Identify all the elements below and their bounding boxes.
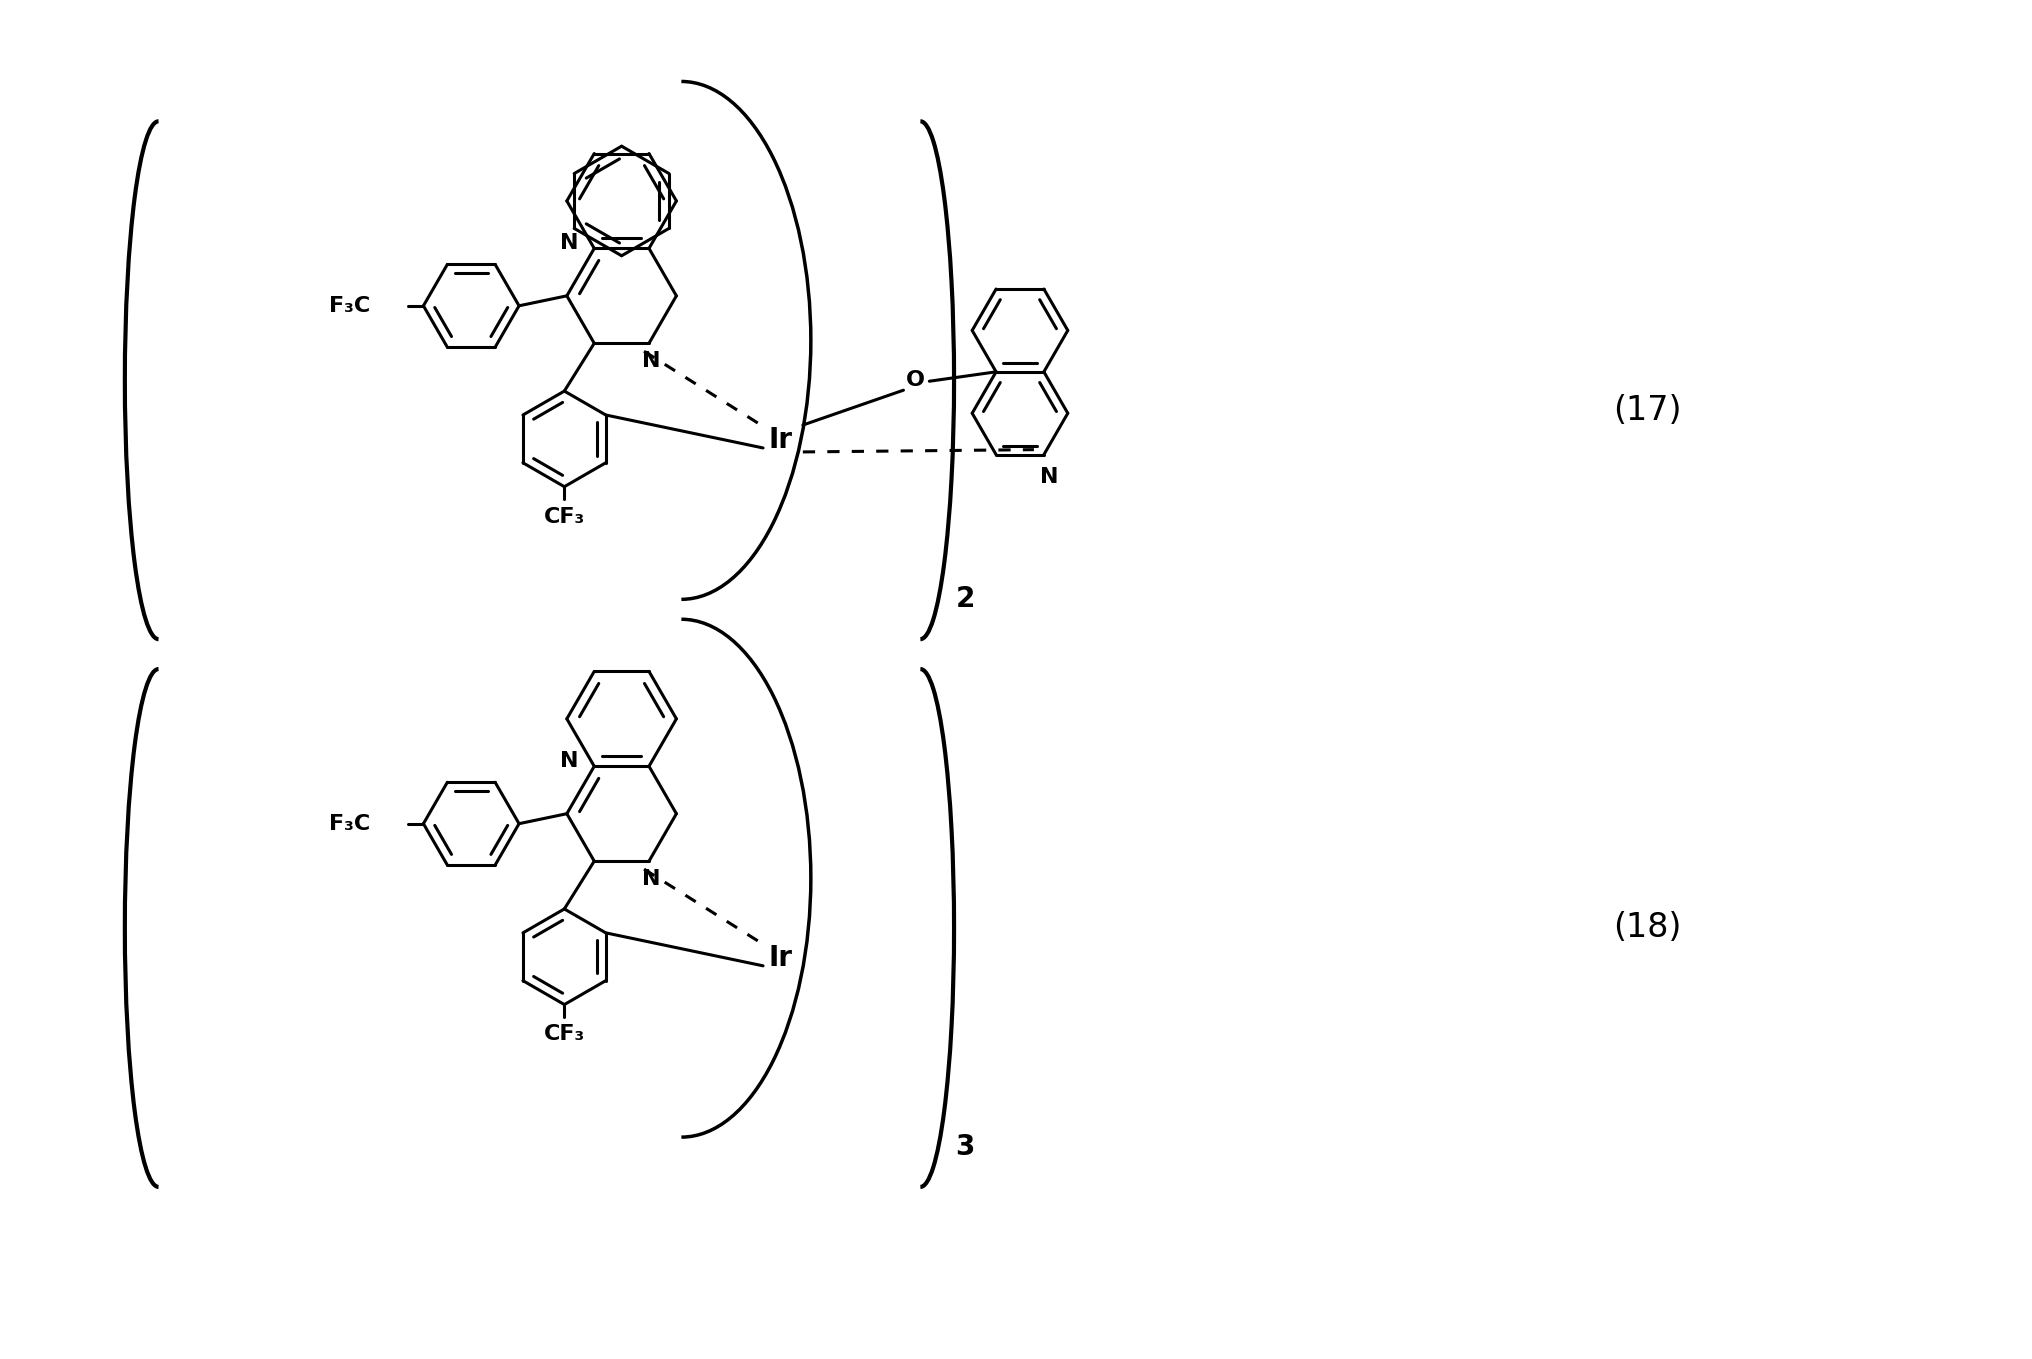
Text: N: N (1040, 466, 1059, 487)
Text: N: N (642, 868, 660, 889)
Text: Ir: Ir (768, 425, 792, 454)
Text: (18): (18) (1613, 912, 1682, 945)
Text: N: N (642, 351, 660, 371)
Text: CF₃: CF₃ (545, 1025, 585, 1045)
Text: F₃C: F₃C (329, 814, 370, 833)
Text: CF₃: CF₃ (545, 507, 585, 526)
Text: N: N (561, 752, 579, 772)
Text: 2: 2 (955, 586, 975, 613)
Text: O: O (906, 370, 925, 390)
Text: 3: 3 (955, 1133, 975, 1161)
Text: F₃C: F₃C (329, 296, 370, 315)
Text: N: N (561, 234, 579, 253)
Text: (17): (17) (1613, 394, 1682, 427)
Text: Ir: Ir (768, 945, 792, 972)
